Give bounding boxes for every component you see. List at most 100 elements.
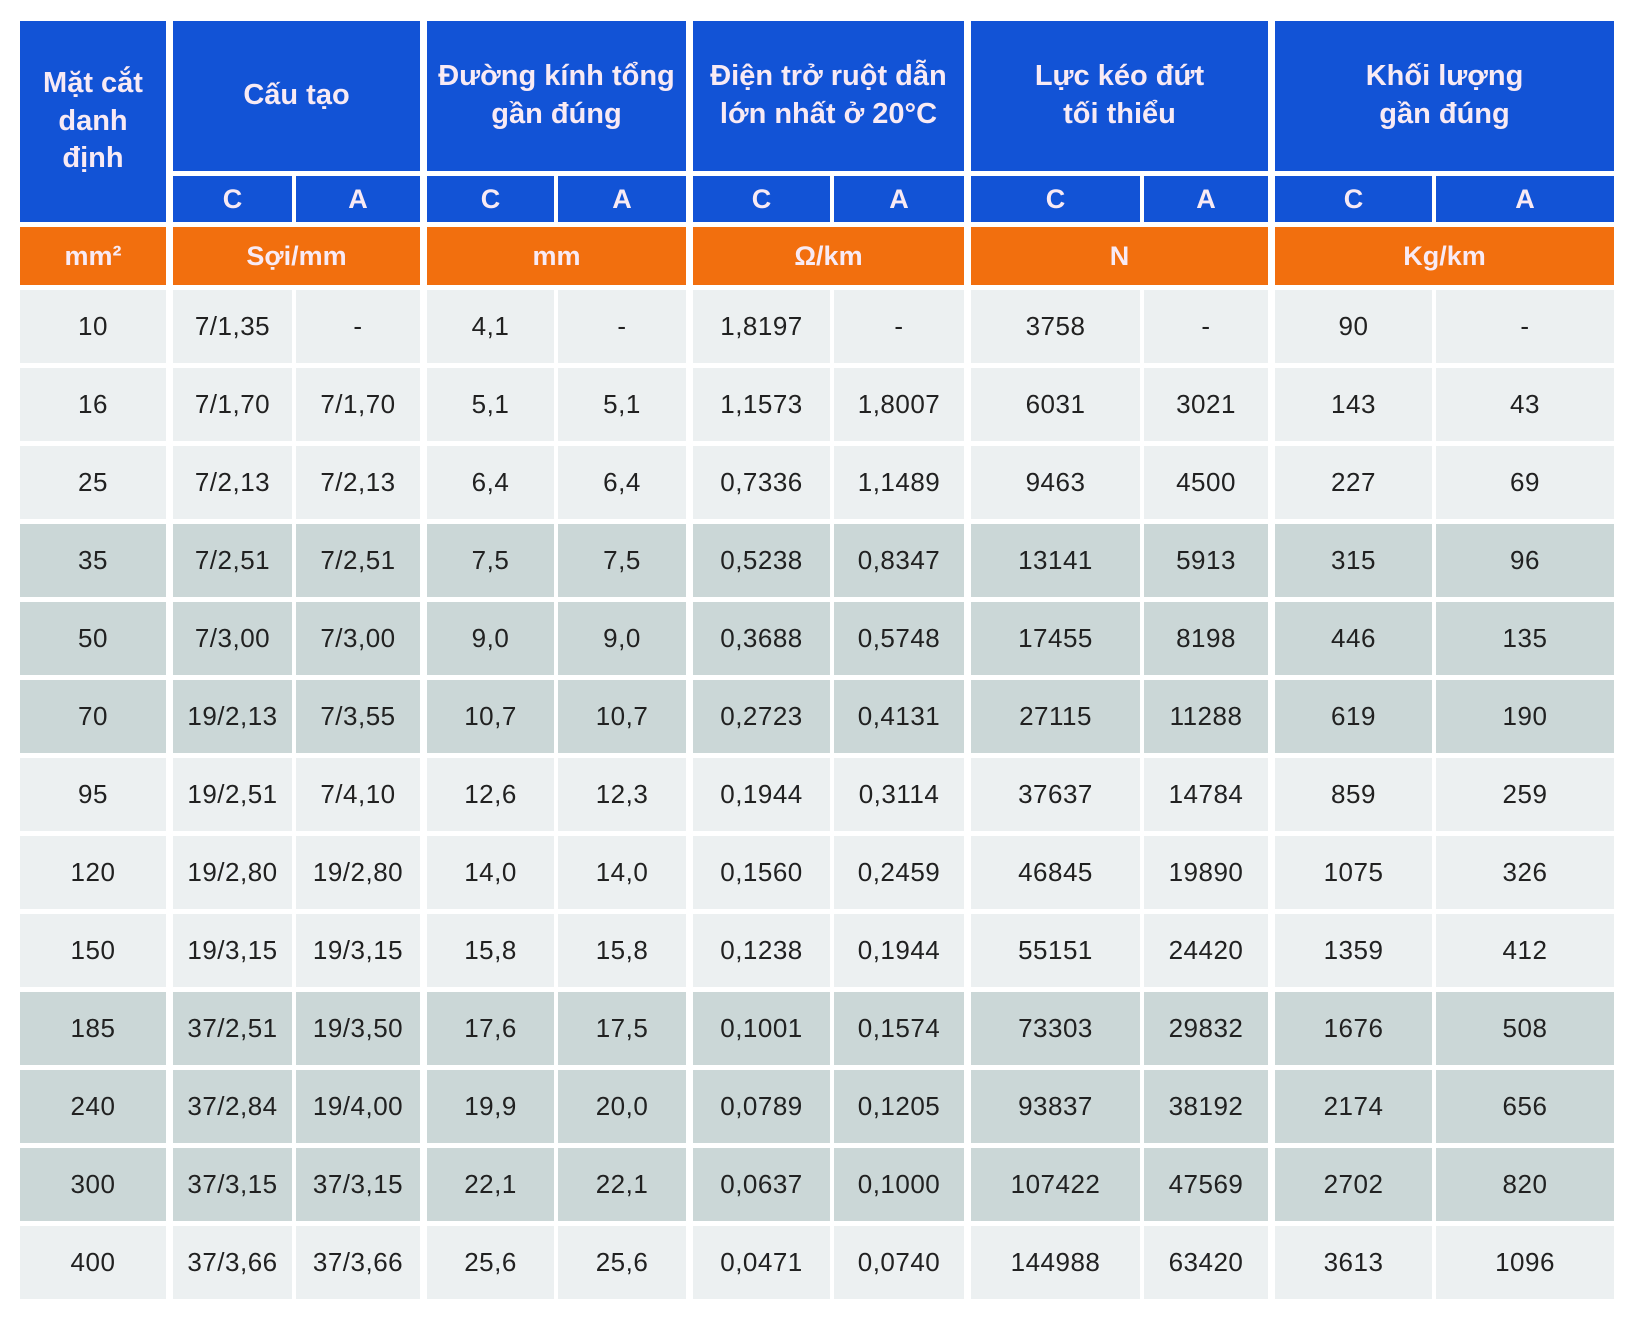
group-header-min-breaking-force: Lực kéo đứt tối thiểu [968,21,1268,171]
value-cell: 6031 [968,368,1140,441]
value-cell: 37/3,66 [170,1226,292,1299]
subheader-c: C [690,176,830,222]
value-cell: 7/2,13 [296,446,420,519]
value-cell: 19890 [1144,836,1268,909]
value-cell: 0,1944 [834,914,964,987]
value-cell: 90 [1272,290,1432,363]
value-cell: 19/2,51 [170,758,292,831]
value-cell: 9463 [968,446,1140,519]
value-cell: 19/2,13 [170,680,292,753]
value-cell: 3758 [968,290,1140,363]
group-header-conductor-resistance: Điện trở ruột dẫn lớn nhất ở 20°C [690,21,964,171]
value-cell: 14,0 [424,836,554,909]
value-cell: 0,7336 [690,446,830,519]
row-header-cell: 185 [20,992,166,1065]
value-cell: 11288 [1144,680,1268,753]
corner-header-nominal-cross-section: Mặt cắt danh định [20,21,166,222]
value-cell: 19/3,50 [296,992,420,1065]
value-cell: 0,1944 [690,758,830,831]
value-cell: 0,0471 [690,1226,830,1299]
value-cell: 656 [1436,1070,1614,1143]
value-cell: 17455 [968,602,1140,675]
value-cell: 25,6 [424,1226,554,1299]
value-cell: 1,1489 [834,446,964,519]
value-cell: 0,4131 [834,680,964,753]
table-row: 70 19/2,13 7/3,55 10,7 10,7 0,2723 0,4131 27115… [20,680,1614,753]
value-cell: 5913 [1144,524,1268,597]
table-row: 300 37/3,15 37/3,15 22,1 22,1 0,0637 0,1000 107… [20,1148,1614,1221]
value-cell: 5,1 [424,368,554,441]
value-cell: 0,0789 [690,1070,830,1143]
subheader-a: A [1436,176,1614,222]
value-cell: 1,8197 [690,290,830,363]
value-cell: 0,5238 [690,524,830,597]
value-cell: 17,5 [558,992,686,1065]
value-cell: 69 [1436,446,1614,519]
value-cell: 107422 [968,1148,1140,1221]
value-cell: 2174 [1272,1070,1432,1143]
subheader-a: A [558,176,686,222]
value-cell: 859 [1272,758,1432,831]
row-header-cell: 400 [20,1226,166,1299]
value-cell: - [558,290,686,363]
value-cell: 19/2,80 [296,836,420,909]
table-row: 10 7/1,35-4,1-1,8197-3758-90- [20,290,1614,363]
value-cell: 19,9 [424,1070,554,1143]
value-cell: 7/1,70 [296,368,420,441]
value-cell: 55151 [968,914,1140,987]
value-cell: 12,3 [558,758,686,831]
value-cell: 144988 [968,1226,1140,1299]
value-cell: 326 [1436,836,1614,909]
value-cell: 73303 [968,992,1140,1065]
value-cell: 446 [1272,602,1432,675]
value-cell: 820 [1436,1148,1614,1221]
value-cell: 0,1205 [834,1070,964,1143]
value-cell: 25,6 [558,1226,686,1299]
value-cell: 47569 [1144,1148,1268,1221]
value-cell: 22,1 [424,1148,554,1221]
value-cell: 7/3,55 [296,680,420,753]
value-cell: 315 [1272,524,1432,597]
value-cell: 227 [1272,446,1432,519]
value-cell: 1676 [1272,992,1432,1065]
value-cell: 37/3,66 [296,1226,420,1299]
value-cell: 1096 [1436,1226,1614,1299]
value-cell: 19/2,80 [170,836,292,909]
value-cell: 5,1 [558,368,686,441]
value-cell: 19/3,15 [296,914,420,987]
value-cell: 6,4 [424,446,554,519]
value-cell: - [1144,290,1268,363]
value-cell: 20,0 [558,1070,686,1143]
value-cell: 37/2,51 [170,992,292,1065]
value-cell: 0,5748 [834,602,964,675]
value-cell: 8198 [1144,602,1268,675]
value-cell: - [1436,290,1614,363]
value-cell: 0,1574 [834,992,964,1065]
value-cell: 24420 [1144,914,1268,987]
value-cell: 9,0 [558,602,686,675]
value-cell: 17,6 [424,992,554,1065]
value-cell: 7/3,00 [170,602,292,675]
value-cell: 27115 [968,680,1140,753]
value-cell: 13141 [968,524,1140,597]
value-cell: 143 [1272,368,1432,441]
value-cell: 7,5 [424,524,554,597]
cable-spec-table: Mặt cắt danh định Cấu tạo Đường kính tổn… [16,16,1618,1304]
value-cell: 7/2,51 [170,524,292,597]
value-cell: 1359 [1272,914,1432,987]
value-cell: 7/1,35 [170,290,292,363]
value-cell: 7/2,13 [170,446,292,519]
unit-ohm-km: Ω/km [690,227,964,285]
subheader-a: A [1144,176,1268,222]
value-cell: 4,1 [424,290,554,363]
table-body: 10 7/1,35-4,1-1,8197-3758-90-16 7/1,70 7/1,… [20,290,1614,1299]
subheader-c: C [1272,176,1432,222]
table-row: 95 19/2,51 7/4,10 12,6 12,3 0,1944 0,3114 37637… [20,758,1614,831]
value-cell: 190 [1436,680,1614,753]
value-cell: 10,7 [424,680,554,753]
table-row: 16 7/1,70 7/1,70 5,1 5,1 1,1573 1,8007 6031 3021… [20,368,1614,441]
value-cell: 22,1 [558,1148,686,1221]
table-row: 120 19/2,80 19/2,80 14,0 14,0 0,1560 0,2459 468… [20,836,1614,909]
value-cell: 93837 [968,1070,1140,1143]
value-cell: 9,0 [424,602,554,675]
